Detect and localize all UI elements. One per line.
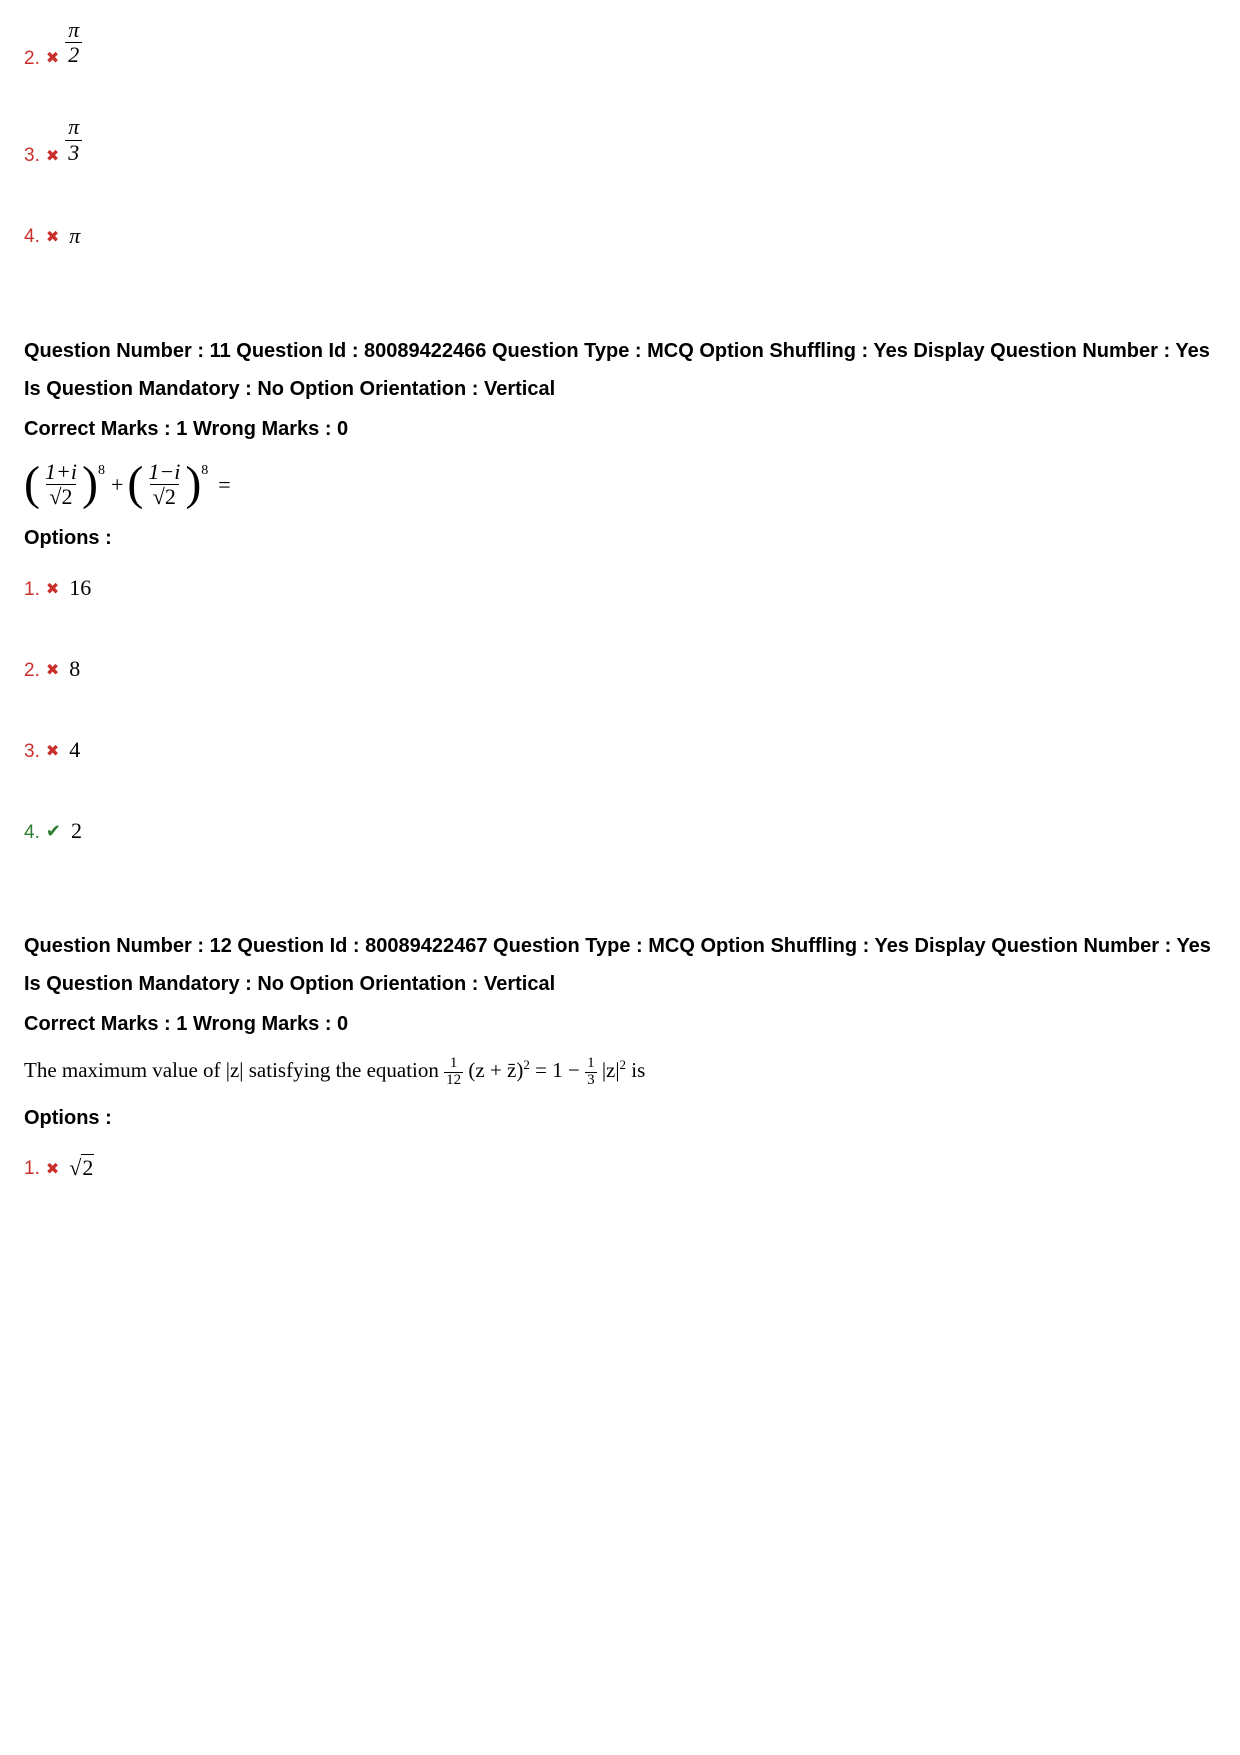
option-value: 16 [69,571,91,604]
cross-icon: ✖ [46,47,59,71]
q11-option-4: 4. ✔ 2 [24,814,1216,847]
prev-option-2: 2. ✖ π 2 [24,24,1216,73]
q11-option-1: 1. ✖ 16 [24,571,1216,604]
option-number: 3. [24,142,40,171]
option-value: 8 [69,652,80,685]
option-value: 4 [69,733,80,766]
cross-icon: ✖ [46,226,59,250]
option-value: 2 [71,814,82,847]
option-number: 1. [24,1155,40,1184]
q11-option-2: 2. ✖ 8 [24,652,1216,685]
prev-option-3: 3. ✖ π 3 [24,121,1216,170]
option-number: 2. [24,45,40,74]
option-number: 4. [24,223,40,252]
q11-marks: Correct Marks : 1 Wrong Marks : 0 [24,414,1216,444]
option-value: π [69,219,80,252]
prev-option-4: 4. ✖ π [24,219,1216,252]
cross-icon: ✖ [46,740,59,764]
q12-question-text: The maximum value of |z| satisfying the … [24,1055,1216,1088]
q12-option-1: 1. ✖ √2 [24,1151,1216,1184]
option-value: √2 [69,1151,94,1184]
q11-option-3: 3. ✖ 4 [24,733,1216,766]
q11-header: Question Number : 11 Question Id : 80089… [24,332,1216,408]
cross-icon: ✖ [46,145,59,169]
option-number: 2. [24,657,40,686]
q11-options-label: Options : [24,523,1216,553]
check-icon: ✔ [46,818,61,845]
option-number: 3. [24,738,40,767]
option-value: π 2 [65,18,82,67]
cross-icon: ✖ [46,578,59,602]
q12-options-label: Options : [24,1103,1216,1133]
option-number: 4. [24,819,40,848]
option-number: 1. [24,576,40,605]
q11-formula: ( 1+i √2 ) 8 + ( 1−i √2 ) 8 = [24,460,1216,509]
option-value: π 3 [65,115,82,164]
cross-icon: ✖ [46,1158,59,1182]
cross-icon: ✖ [46,659,59,683]
q12-marks: Correct Marks : 1 Wrong Marks : 0 [24,1009,1216,1039]
q12-header: Question Number : 12 Question Id : 80089… [24,927,1216,1003]
